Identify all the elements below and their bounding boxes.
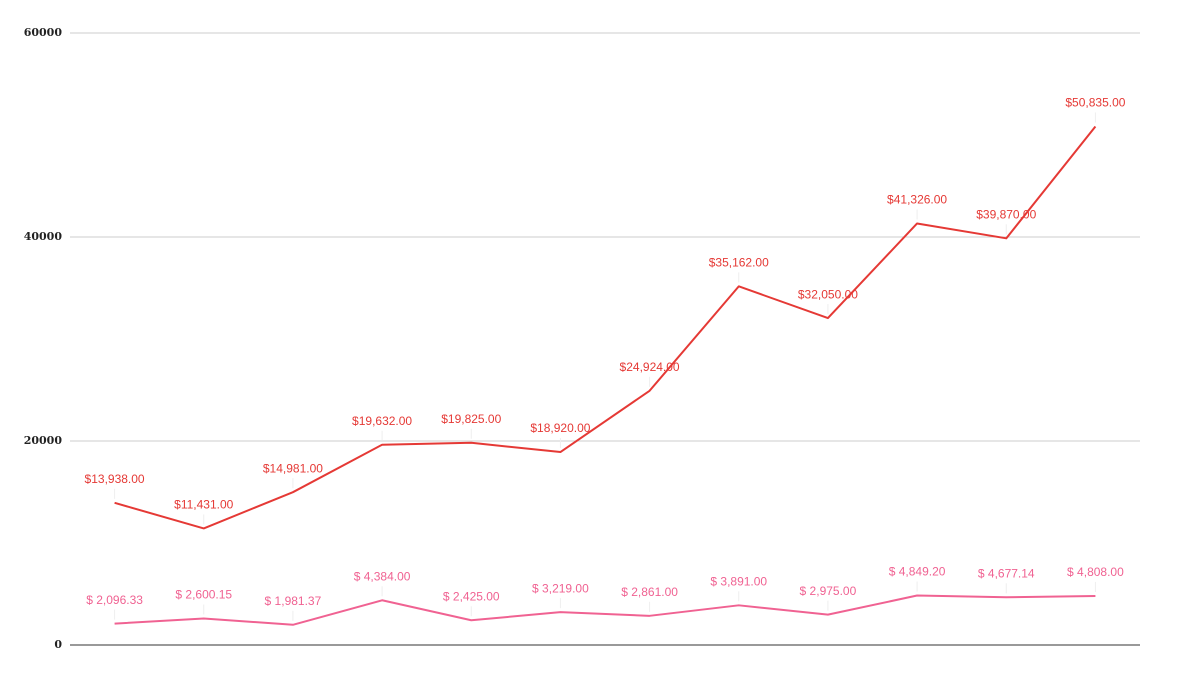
data-label: $ 2,096.33 [86,593,143,607]
series-line [114,594,1096,626]
data-label: $24,924.00 [620,360,680,374]
data-label: $ 2,861.00 [621,585,678,599]
data-label: $ 2,600.15 [175,588,232,602]
data-label: $ 3,219.00 [532,581,589,595]
data-label: $11,431.00 [174,498,233,512]
y-tick-label: 60000 [24,26,63,39]
data-label: $50,835.00 [1065,96,1125,110]
data-label: $ 2,425.00 [443,589,500,603]
y-tick-label: 20000 [24,434,63,447]
y-tick-label: 0 [54,638,62,651]
data-label: $ 4,384.00 [354,569,411,583]
data-label: $ 4,677.14 [978,566,1035,580]
data-label: $ 1,981.37 [265,594,322,608]
data-label: $39,870.00 [976,207,1036,221]
data-label: $ 4,808.00 [1067,565,1124,579]
data-label: $18,920.00 [530,421,590,435]
data-label: $19,632.00 [352,414,412,428]
data-label: $32,050.00 [798,287,858,301]
data-label: $ 4,849.20 [889,565,946,579]
y-tick-label: 40000 [24,230,63,243]
data-label: $ 3,891.00 [710,574,767,588]
data-label: $19,825.00 [441,412,501,426]
data-label: $35,162.00 [709,256,769,270]
data-label: $41,326.00 [887,193,947,207]
series-line [114,125,1097,530]
data-label: $ 2,975.00 [800,584,857,598]
data-label: $14,981.00 [263,461,323,475]
data-label: $13,938.00 [85,472,145,486]
